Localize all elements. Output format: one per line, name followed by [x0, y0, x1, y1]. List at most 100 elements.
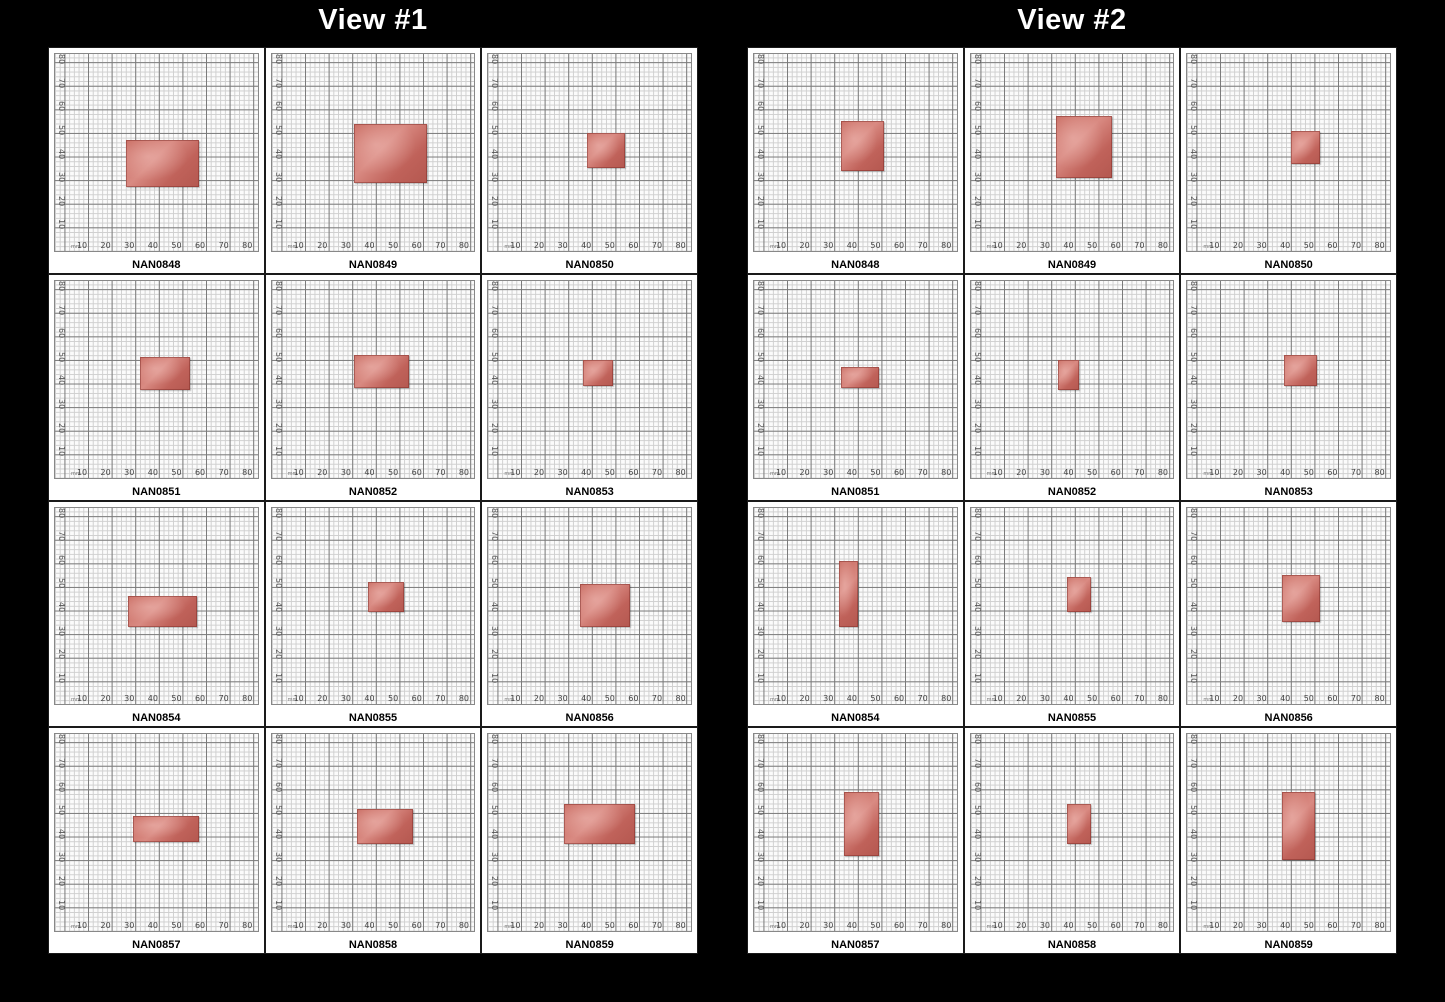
y-tick-label: 40	[273, 148, 283, 159]
x-tick-label: 60	[1110, 240, 1121, 250]
x-tick-label: 80	[941, 467, 952, 477]
x-tick-label: 40	[364, 240, 375, 250]
y-tick-label: 50	[273, 124, 283, 136]
x-tick-label: 50	[1087, 694, 1098, 704]
y-tick-label: 50	[490, 805, 500, 816]
x-tick-label: 60	[1110, 467, 1121, 477]
y-axis: 10 20 30 40 50 60 70 80	[56, 281, 68, 478]
y-tick-label: 30	[57, 172, 66, 183]
unit-label: mm	[287, 924, 298, 930]
x-axis: mm 10 20 30 40 50 60 70 80	[754, 467, 957, 477]
x-tick-label: 20	[317, 921, 328, 930]
sample-specimen	[841, 366, 880, 389]
y-tick-label: 80	[972, 54, 982, 65]
unit-label: mm	[71, 243, 81, 250]
y-tick-label: 60	[972, 781, 982, 792]
x-tick-label: 70	[651, 694, 663, 704]
y-tick-label: 80	[1189, 54, 1199, 65]
y-tick-label: 60	[1189, 781, 1199, 792]
y-tick-label: 80	[1189, 280, 1199, 292]
y-tick-label: 80	[490, 734, 500, 745]
x-tick-label: 70	[1350, 694, 1362, 704]
x-tick-label: 10	[293, 240, 304, 250]
x-tick-label: 70	[917, 921, 928, 930]
y-tick-label: 40	[1189, 375, 1199, 386]
y-tick-label: 40	[490, 148, 500, 159]
x-tick-label: 30	[1256, 467, 1267, 477]
y-tick-label: 30	[57, 852, 66, 863]
y-tick-label: 60	[57, 554, 66, 566]
x-tick-label: 50	[604, 921, 615, 930]
y-tick-label: 50	[490, 578, 500, 589]
sample-id-label: NAN0851	[831, 485, 880, 498]
graph-paper: 10 20 30 40 50 60 70 80 mm 10 20 30 40 50 60 70 80	[54, 733, 259, 932]
y-tick-label: 20	[1189, 195, 1199, 206]
x-tick-label: 10	[992, 240, 1003, 250]
graph-paper: 10 20 30 40 50 60 70 80 mm 10 20 30 40 50 60 70 80	[487, 53, 692, 252]
y-tick-label: 60	[756, 554, 765, 566]
sample-cell: 10 20 30 40 50 60 70 80 mm 10 20 30 40 50 60 70 80 NAN085…	[748, 274, 963, 500]
x-tick-label: 20	[1232, 240, 1244, 250]
x-tick-label: 20	[100, 467, 111, 477]
graph-paper: 10 20 30 40 50 60 70 80 mm 10 20 30 40 50 60 70 80	[1186, 53, 1391, 252]
x-tick-label: 20	[100, 240, 111, 250]
x-tick-label: 70	[1134, 240, 1145, 250]
x-tick-label: 30	[1256, 921, 1267, 930]
sample-specimen	[587, 132, 626, 169]
x-axis: mm 10 20 30 40 50 60 70 80	[1187, 920, 1390, 930]
sample-id-label: NAN0855	[348, 712, 398, 725]
y-tick-label: 10	[273, 899, 283, 910]
x-tick-label: 10	[1209, 240, 1220, 250]
sample-specimen	[838, 560, 858, 627]
sample-specimen	[1281, 574, 1320, 622]
unit-label: mm	[986, 243, 997, 250]
sample-specimen	[132, 815, 199, 842]
y-tick-label: 70	[972, 758, 982, 769]
x-tick-label: 50	[1303, 921, 1314, 930]
x-tick-label: 50	[1303, 467, 1314, 477]
x-tick-label: 80	[458, 921, 470, 930]
sample-id-label: NAN0853	[565, 485, 614, 498]
sample-cell: 10 20 30 40 50 60 70 80 mm 10 20 30 40 50 60 70 80 NAN085…	[1181, 274, 1396, 500]
y-axis: 10 20 30 40 50 60 70 80	[56, 734, 68, 931]
x-tick-label: 20	[799, 240, 810, 250]
x-tick-label: 10	[76, 694, 88, 704]
y-tick-label: 10	[972, 672, 982, 684]
sample-id-label: NAN0852	[1047, 485, 1097, 498]
y-axis: 10 20 30 40 50 60 70 80	[972, 281, 984, 478]
x-tick-label: 80	[1374, 240, 1385, 250]
y-tick-label: 50	[273, 351, 283, 362]
y-tick-label: 30	[490, 398, 500, 410]
y-tick-label: 80	[756, 507, 765, 518]
sample-id-label: NAN0849	[348, 258, 398, 271]
x-tick-label: 50	[604, 240, 615, 250]
x-tick-label: 80	[242, 467, 253, 477]
x-tick-label: 70	[435, 921, 446, 930]
y-tick-label: 70	[972, 304, 982, 315]
unit-label: mm	[504, 697, 515, 704]
x-tick-label: 40	[147, 694, 158, 704]
x-tick-label: 60	[628, 240, 639, 250]
x-tick-label: 60	[628, 467, 639, 477]
x-tick-label: 50	[870, 921, 881, 930]
x-tick-label: 60	[628, 694, 639, 704]
x-tick-label: 40	[846, 921, 857, 930]
y-tick-label: 40	[57, 375, 66, 386]
x-axis: mm 10 20 30 40 50 60 70 80	[1187, 240, 1390, 250]
x-tick-label: 70	[917, 467, 928, 477]
y-axis: 10 20 30 40 50 60 70 80	[972, 508, 984, 705]
y-tick-label: 70	[972, 531, 982, 542]
y-tick-label: 20	[490, 649, 500, 660]
y-tick-label: 60	[273, 554, 283, 566]
x-tick-label: 70	[651, 240, 663, 250]
graph-paper: 10 20 30 40 50 60 70 80 mm 10 20 30 40 50 60 70 80	[270, 506, 476, 706]
y-tick-label: 60	[490, 328, 500, 339]
y-tick-label: 60	[273, 781, 283, 792]
sample-id-label: NAN0859	[565, 939, 614, 951]
y-tick-label: 80	[756, 54, 765, 65]
x-tick-label: 40	[1063, 694, 1074, 704]
y-axis: 10 20 30 40 50 60 70 80	[1188, 281, 1200, 478]
x-tick-label: 80	[458, 467, 470, 477]
unit-label: mm	[504, 924, 515, 930]
sample-cell: 10 20 30 40 50 60 70 80 mm 10 20 30 40 50 60 70 80 NAN085…	[748, 728, 963, 953]
